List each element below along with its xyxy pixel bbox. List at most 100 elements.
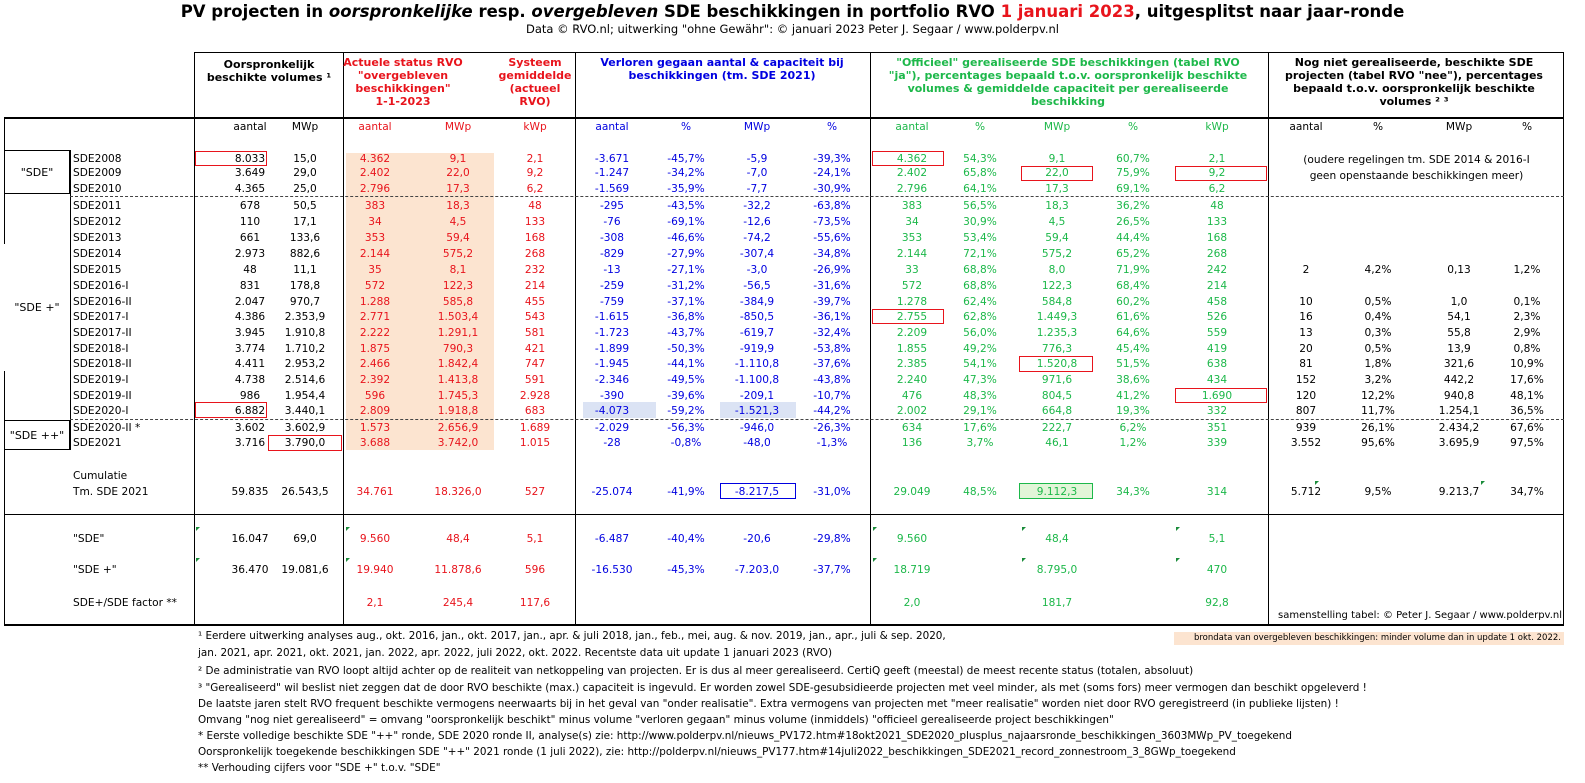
table-cell: 133,6 bbox=[289, 232, 321, 244]
table-cell: -7,0 bbox=[746, 167, 768, 179]
rule-top bbox=[194, 52, 1564, 53]
table-cell: 3,7% bbox=[966, 437, 994, 449]
table-cell: 3.440,1 bbox=[284, 405, 326, 417]
table-cell: -1.899 bbox=[594, 343, 630, 355]
table-cell: 321,6 bbox=[1443, 358, 1475, 370]
table-cell: -37,1% bbox=[667, 296, 705, 308]
table-cell: 986 bbox=[239, 390, 261, 402]
table-cell: 8.033 bbox=[234, 153, 266, 165]
table-cell: 971,6 bbox=[1041, 374, 1073, 386]
rule-summary-top bbox=[4, 514, 1564, 515]
table-cell: 2.002 bbox=[896, 405, 928, 417]
table-cell: 17,6% bbox=[963, 422, 997, 434]
cumulatie-cell: 9,5% bbox=[1364, 486, 1392, 498]
cell-comment-marker bbox=[1022, 527, 1026, 531]
table-cell: -3.671 bbox=[594, 153, 630, 165]
table-cell: 790,3 bbox=[442, 343, 474, 355]
summary-cell: -29,8% bbox=[813, 533, 851, 545]
table-cell: 95,6% bbox=[1361, 437, 1395, 449]
table-cell: 1.690 bbox=[1201, 390, 1233, 402]
table-cell: 591 bbox=[524, 374, 546, 386]
table-cell: -259 bbox=[599, 280, 625, 292]
table-cell: 2.755 bbox=[896, 311, 928, 323]
cumulatie-cell: 59.835 bbox=[231, 486, 269, 498]
table-cell: 6,2 bbox=[1208, 183, 1226, 195]
table-cell: 59,4 bbox=[446, 232, 470, 244]
table-cell: 2.240 bbox=[896, 374, 928, 386]
summary-cell: -45,3% bbox=[667, 564, 705, 576]
cumulatie-cell: 18.326,0 bbox=[434, 486, 482, 498]
row-label: SDE2014 bbox=[73, 248, 122, 260]
table-cell: -35,9% bbox=[667, 183, 705, 195]
table-cell: 0,13 bbox=[1447, 264, 1471, 276]
table-cell: 3.602 bbox=[234, 422, 266, 434]
table-cell: 12,2% bbox=[1361, 390, 1395, 402]
table-cell: 332 bbox=[1206, 405, 1228, 417]
table-cell: 9,2 bbox=[1208, 167, 1226, 179]
rule-header-bottom bbox=[4, 117, 1564, 119]
table-cell: 13,9 bbox=[1447, 343, 1471, 355]
group-sde-plus: "SDE +" bbox=[4, 244, 70, 371]
table-cell: 41,2% bbox=[1116, 390, 1150, 402]
table-cell: 683 bbox=[524, 405, 546, 417]
table-cell: 1.413,8 bbox=[437, 374, 479, 386]
summary-cell: -20,6 bbox=[743, 533, 771, 545]
table-cell: 136 bbox=[901, 437, 923, 449]
table-cell: 20 bbox=[1299, 343, 1313, 355]
table-cell: 804,5 bbox=[1041, 390, 1073, 402]
summary-cell: 16.047 bbox=[231, 533, 269, 545]
subheader-5: aantal bbox=[595, 121, 629, 133]
table-cell: 34 bbox=[905, 216, 919, 228]
summary-cell: 18.719 bbox=[893, 564, 931, 576]
table-cell: -31,6% bbox=[813, 280, 851, 292]
vline-1 bbox=[343, 52, 344, 624]
table-cell: 222,7 bbox=[1041, 422, 1073, 434]
row-label: SDE2013 bbox=[73, 232, 122, 244]
table-cell: 2.973 bbox=[234, 248, 266, 260]
table-cell: -1.723 bbox=[594, 327, 630, 339]
rule-bottom bbox=[4, 624, 1564, 626]
table-cell: 2.392 bbox=[359, 374, 391, 386]
summary-cell: -40,4% bbox=[667, 533, 705, 545]
table-cell: 4.362 bbox=[896, 153, 928, 165]
table-cell: 2.656,9 bbox=[437, 422, 479, 434]
summary-cell: 2,0 bbox=[903, 597, 921, 609]
footnote: ¹ Eerdere uitwerking analyses aug., okt.… bbox=[198, 630, 946, 642]
table-cell: 970,7 bbox=[289, 296, 321, 308]
table-cell: -384,9 bbox=[739, 296, 775, 308]
summary-cell: 19.081,6 bbox=[281, 564, 329, 576]
table-cell: 29,0 bbox=[293, 167, 317, 179]
table-cell: 4.411 bbox=[234, 358, 266, 370]
table-cell: -209,1 bbox=[739, 390, 775, 402]
table-cell: 242 bbox=[1206, 264, 1228, 276]
row-label: SDE2020-II * bbox=[73, 422, 141, 434]
cumulatie-cell: 48,5% bbox=[963, 486, 997, 498]
table-cell: 572 bbox=[364, 280, 386, 292]
footnote: Oorspronkelijk toegekende beschikkingen … bbox=[198, 746, 1236, 758]
footnote: ³ "Gerealiseerd" wil beslist niet zeggen… bbox=[198, 682, 1367, 694]
table-cell: 18,3 bbox=[446, 200, 470, 212]
table-cell: 168 bbox=[524, 232, 546, 244]
table-cell: 26,1% bbox=[1361, 422, 1395, 434]
table-cell: 68,4% bbox=[1116, 280, 1150, 292]
table-cell: 1.745,3 bbox=[437, 390, 479, 402]
table-cell: 2,3% bbox=[1513, 311, 1541, 323]
cell-comment-marker bbox=[1176, 527, 1180, 531]
table-cell: -1.110,8 bbox=[734, 358, 780, 370]
table-cell: -7,7 bbox=[746, 183, 768, 195]
table-cell: 3.774 bbox=[234, 343, 266, 355]
header-officieel: "Officieel" gerealiseerde SDE beschikkin… bbox=[888, 56, 1248, 108]
table-cell: -39,7% bbox=[813, 296, 851, 308]
table-cell: 0,8% bbox=[1513, 343, 1541, 355]
table-cell: 455 bbox=[524, 296, 546, 308]
summary-cell: 19.940 bbox=[356, 564, 394, 576]
table-cell: 2.953,2 bbox=[284, 358, 326, 370]
table-cell: 351 bbox=[1206, 422, 1228, 434]
table-cell: 882,6 bbox=[289, 248, 321, 260]
table-cell: 10,9% bbox=[1510, 358, 1544, 370]
table-cell: 1.954,4 bbox=[284, 390, 326, 402]
table-cell: 383 bbox=[364, 200, 386, 212]
table-cell: 26,5% bbox=[1116, 216, 1150, 228]
table-cell: -308 bbox=[599, 232, 625, 244]
